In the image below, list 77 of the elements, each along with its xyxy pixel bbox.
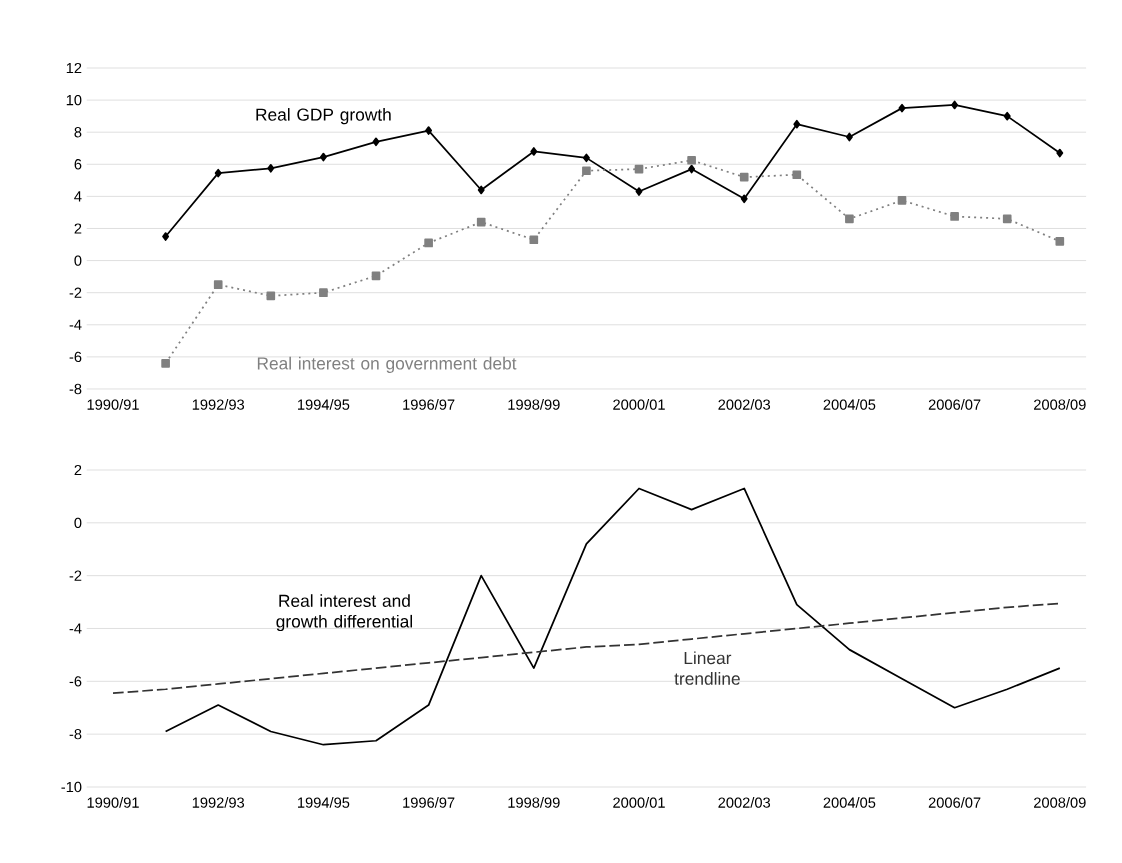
point [688,164,696,174]
y-tick-label: -6 [69,351,82,363]
point [635,187,643,196]
point [529,235,539,245]
x-tick-label: 1990/91 [87,399,139,410]
point [424,238,433,248]
point [162,232,170,241]
x-tick-label: 1998/99 [508,797,560,808]
point [319,288,328,298]
point [266,291,276,301]
x-tick-label: 2000/01 [613,797,665,808]
point [845,132,853,142]
point [267,163,275,173]
y-tick-label: -2 [69,570,82,581]
y-tick-label: 10 [66,94,82,106]
y-tick-label: 0 [74,255,82,266]
x-tick-label: 2008/09 [1034,797,1086,808]
point [739,172,749,182]
series-label: Real GDP growth [256,108,391,125]
x-tick-label: 2006/07 [928,797,981,808]
y-tick-label: -10 [61,781,82,793]
point [425,126,433,135]
y-tick-label: 2 [74,464,82,476]
point [582,153,590,163]
text: Real interest and growth differential [276,594,413,632]
point [372,137,380,147]
point [950,212,959,221]
y-tick-label: -4 [69,319,82,330]
point [477,185,485,195]
x-tick-label: 2002/03 [718,399,771,410]
point [740,194,748,204]
point [530,147,538,156]
point [1003,111,1011,121]
point [1056,148,1064,158]
point [845,214,854,224]
x-tick-label: 1990/91 [87,797,139,808]
point [687,155,696,165]
point [582,166,591,176]
y-tick-label: -4 [69,623,82,634]
x-tick-label: 1994/95 [298,399,350,410]
x-tick-label: 2008/09 [1034,399,1086,410]
y-tick-label: 6 [74,159,82,170]
x-tick-label: 2004/05 [823,399,876,410]
series-label: Linear trendline [674,651,740,685]
text: Real interest on government debt [257,356,517,373]
x-tick-label: 2002/03 [718,797,771,808]
x-tick-label: 2004/05 [823,797,876,808]
point [793,119,801,129]
x-tick-label: 1996/97 [403,399,455,410]
point [213,280,223,289]
point [1002,214,1012,224]
line-series [164,487,1061,746]
y-tick-label: -8 [69,383,82,395]
point [1055,236,1065,246]
point [319,152,327,162]
y-tick-label: 8 [74,127,82,138]
x-tick-label: 1998/99 [508,399,560,410]
x-tick-label: 1994/95 [298,797,350,808]
y-tick-label: -2 [69,287,82,298]
x-tick-label: 1996/97 [403,797,455,808]
point [476,217,486,227]
point [214,168,222,178]
x-tick-label: 1992/93 [192,399,245,410]
x-tick-label: 2006/07 [928,399,981,410]
point [898,103,906,113]
point [897,196,907,205]
x-tick-label: 1992/93 [192,797,245,808]
x-tick-label: 2000/01 [613,399,665,410]
point [161,358,170,368]
y-tick-label: 2 [74,223,82,234]
point [951,100,959,110]
y-tick-label: -8 [69,728,82,740]
y-tick-label: 4 [74,191,82,202]
y-tick-label: 12 [66,62,82,74]
y-tick-label: 0 [74,517,82,529]
y-tick-label: -6 [69,676,82,687]
point [792,170,802,180]
